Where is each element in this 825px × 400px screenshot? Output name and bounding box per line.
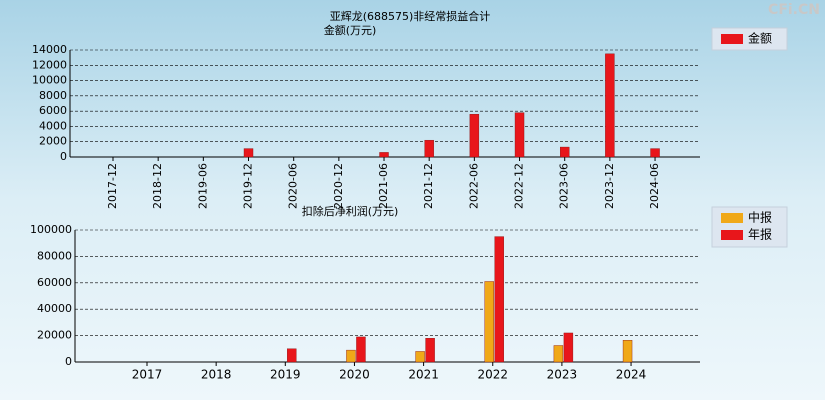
bar bbox=[494, 236, 504, 363]
x-tick-label: 2024-06 bbox=[648, 163, 661, 209]
x-tick-label: 2018-12 bbox=[151, 163, 164, 209]
y-axis-label: 金额(万元) bbox=[324, 23, 377, 37]
y-tick-label: 14000 bbox=[32, 43, 67, 56]
y-tick-label: 10000 bbox=[32, 74, 67, 87]
legend-swatch bbox=[721, 34, 743, 44]
x-tick-label: 2023-06 bbox=[558, 163, 571, 209]
x-tick-label: 2021 bbox=[408, 368, 439, 382]
chart-title: 扣除后净利润(万元) bbox=[302, 204, 399, 218]
bar bbox=[514, 112, 525, 158]
bar bbox=[346, 349, 356, 363]
y-tick-label: 40000 bbox=[37, 302, 72, 315]
legend-swatch bbox=[721, 230, 743, 240]
legend-box bbox=[711, 27, 788, 51]
legend-label: 中报 bbox=[748, 210, 772, 225]
bar bbox=[287, 348, 297, 363]
y-tick-label: 0 bbox=[65, 355, 72, 368]
x-tick-label: 2020-06 bbox=[287, 163, 300, 209]
legend-swatch bbox=[721, 213, 743, 223]
bar bbox=[425, 338, 435, 363]
x-tick-label: 2022-06 bbox=[467, 163, 480, 209]
bar bbox=[563, 332, 574, 363]
x-tick-label: 2022-12 bbox=[513, 163, 526, 209]
bar bbox=[356, 336, 366, 363]
y-tick-label: 12000 bbox=[32, 58, 67, 71]
y-tick-label: 2000 bbox=[39, 135, 67, 148]
bar bbox=[469, 113, 480, 158]
bar bbox=[605, 53, 615, 158]
bar bbox=[560, 146, 570, 158]
y-tick-label: 80000 bbox=[37, 249, 72, 262]
x-tick-label: 2019-12 bbox=[242, 163, 255, 209]
y-tick-label: 4000 bbox=[39, 119, 67, 132]
bar bbox=[622, 340, 633, 363]
legend-label: 金额 bbox=[748, 31, 772, 46]
y-tick-label: 6000 bbox=[39, 104, 67, 117]
x-tick-label: 2017 bbox=[132, 368, 163, 382]
chart-title: 亚辉龙(688575)非经常损益合计 bbox=[330, 9, 491, 23]
y-tick-label: 60000 bbox=[37, 276, 72, 289]
x-tick-label: 2021-06 bbox=[377, 163, 390, 209]
y-tick-label: 0 bbox=[60, 150, 67, 163]
x-tick-label: 2017-12 bbox=[106, 163, 119, 209]
x-tick-label: 2020-12 bbox=[332, 163, 345, 209]
x-tick-label: 2023-12 bbox=[603, 163, 616, 209]
watermark: CFi.CN bbox=[768, 2, 820, 18]
y-tick-label: 100000 bbox=[30, 223, 72, 236]
y-tick-label: 20000 bbox=[37, 329, 72, 342]
y-tick-label: 8000 bbox=[39, 89, 67, 102]
bar bbox=[484, 281, 494, 363]
x-tick-label: 2021-12 bbox=[422, 163, 435, 209]
x-tick-label: 2024 bbox=[616, 368, 647, 382]
bar bbox=[415, 351, 425, 363]
bar bbox=[379, 152, 389, 158]
x-tick-label: 2018 bbox=[201, 368, 232, 382]
x-tick-label: 2023 bbox=[547, 368, 578, 382]
bar bbox=[650, 148, 660, 158]
x-tick-label: 2019 bbox=[270, 368, 301, 382]
bar bbox=[424, 139, 434, 158]
x-tick-label: 2022 bbox=[477, 368, 508, 382]
legend-label: 年报 bbox=[748, 227, 772, 242]
bar bbox=[243, 148, 254, 158]
bar bbox=[553, 345, 564, 363]
x-tick-label: 2019-06 bbox=[196, 163, 209, 209]
x-tick-label: 2020 bbox=[339, 368, 370, 382]
